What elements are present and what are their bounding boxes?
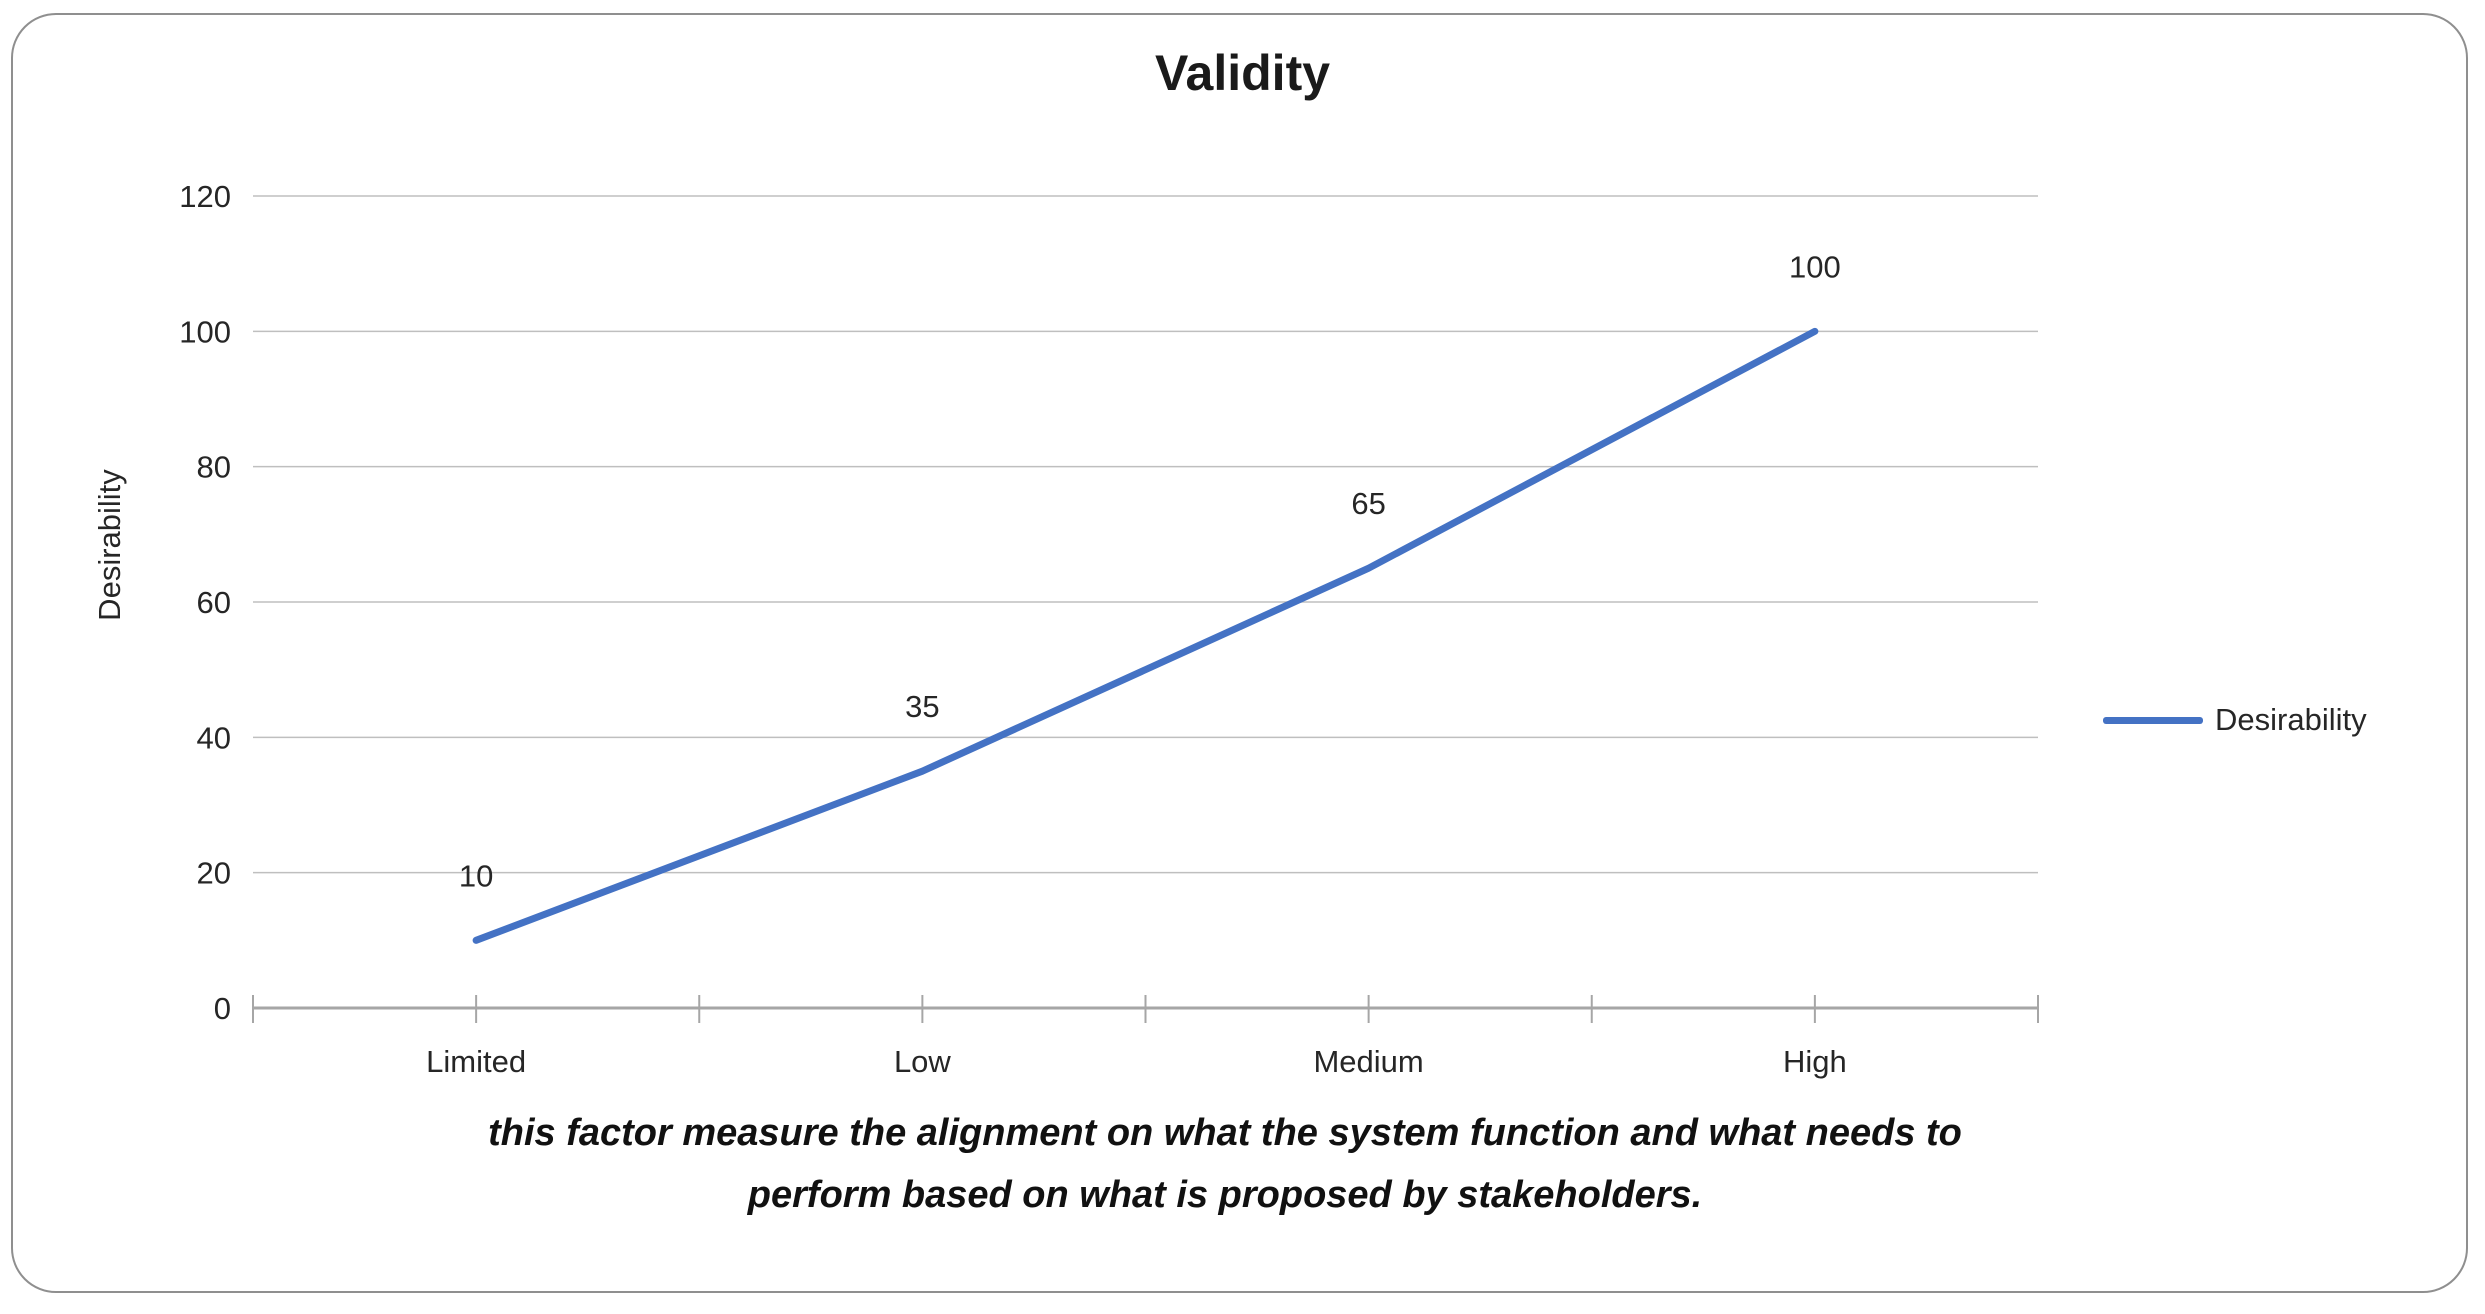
y-tick-label-60: 60	[197, 585, 231, 620]
y-tick-label-40: 40	[197, 720, 231, 755]
legend: Desirability	[2103, 698, 2367, 742]
legend-line-swatch	[2103, 716, 2203, 724]
x-category-label-limited: Limited	[426, 1044, 526, 1079]
x-category-label-medium: Medium	[1313, 1044, 1423, 1079]
x-category-label-low: Low	[894, 1044, 951, 1079]
data-label-limited: 10	[459, 858, 493, 893]
data-label-medium: 65	[1351, 486, 1385, 521]
x-category-label-high: High	[1783, 1044, 1847, 1079]
chart-border	[11, 13, 2468, 1293]
caption-line-2: perform based on what is proposed by sta…	[747, 1174, 1703, 1216]
y-tick-label-80: 80	[197, 450, 231, 485]
chart-caption: this factor measure the alignment on wha…	[0, 1102, 2450, 1226]
data-label-high: 100	[1789, 249, 1841, 284]
y-tick-label-120: 120	[179, 179, 231, 214]
caption-line-1: this factor measure the alignment on wha…	[488, 1112, 1962, 1154]
legend-label: Desirability	[2215, 702, 2367, 737]
data-label-low: 35	[905, 689, 939, 724]
y-tick-label-100: 100	[179, 314, 231, 349]
y-tick-label-0: 0	[214, 991, 231, 1026]
chart-title: Validity	[1154, 45, 1331, 101]
series-line-desirability	[472, 327, 1819, 944]
y-tick-label-20: 20	[197, 856, 231, 891]
